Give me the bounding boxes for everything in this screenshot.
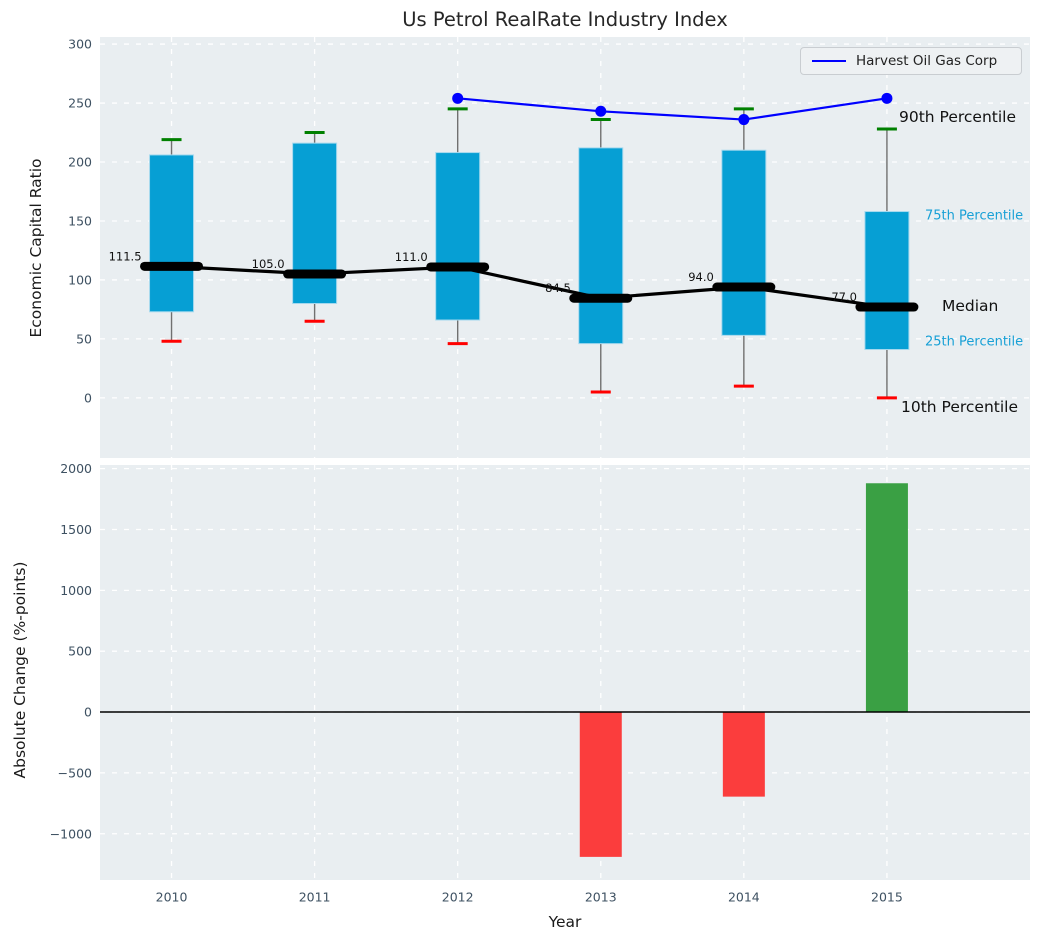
- top-y-tick-label-200: 200: [68, 155, 92, 170]
- x-axis-label: Year: [549, 913, 582, 931]
- top-y-tick-label-100: 100: [68, 272, 92, 287]
- median-value-label-2011: 105.0: [252, 257, 285, 271]
- iqr-box-2014: [722, 150, 766, 335]
- bottom-y-tick-label-1500: 1500: [60, 522, 92, 537]
- bottom-y-tick-label-−500: −500: [58, 765, 92, 780]
- annotation-25th-percentile: 25th Percentile: [925, 335, 1023, 350]
- iqr-box-2010: [150, 155, 194, 312]
- annotation-90th-percentile: 90th Percentile: [899, 108, 1016, 126]
- top-y-tick-label-300: 300: [68, 37, 92, 52]
- bottom-y-tick-label-0: 0: [84, 705, 92, 720]
- bottom-y-tick-label-500: 500: [68, 644, 92, 659]
- iqr-box-2012: [436, 153, 480, 320]
- figure-canvas: 111.5 105.0 111.0 84.5 94.0 77.0 0 50 100 150 200 2…: [0, 0, 1039, 942]
- bottom-y-tick-label-1000: 1000: [60, 583, 92, 598]
- median-value-label-2014: 94.0: [688, 270, 714, 284]
- annotation-median: Median: [942, 297, 998, 315]
- legend-label: Harvest Oil Gas Corp: [856, 53, 997, 69]
- bottom-plot: 2000 1500 1000 500 0 −500 −1000 2010 2011 2012 201…: [0, 459, 1039, 942]
- top-y-axis-label: Economic Capital Ratio: [27, 158, 45, 337]
- median-value-label-2010: 111.5: [109, 249, 142, 263]
- bottom-y-tick-label-2000: 2000: [60, 461, 92, 476]
- chart-title: Us Petrol RealRate Industry Index: [100, 8, 1030, 31]
- bottom-y-axis-label: Absolute Change (%-points): [11, 562, 29, 779]
- iqr-box-2011: [293, 143, 337, 303]
- iqr-box-2013: [579, 148, 623, 344]
- top-y-tick-label-150: 150: [68, 213, 92, 228]
- median-value-label-2015: 77.0: [831, 290, 857, 304]
- legend: Harvest Oil Gas Corp: [800, 47, 1022, 75]
- company-marker-2012: [452, 93, 463, 104]
- iqr-box-2015: [865, 212, 909, 350]
- x-tick-label-2014: 2014: [728, 890, 760, 905]
- company-marker-2014: [738, 114, 749, 125]
- annotation-10th-percentile: 10th Percentile: [901, 398, 1018, 416]
- change-bar-2013: [580, 712, 622, 857]
- bottom-y-tick-label-−1000: −1000: [50, 826, 92, 841]
- top-y-tick-label-50: 50: [76, 331, 92, 346]
- top-y-tick-label-0: 0: [84, 390, 92, 405]
- annotation-75th-percentile: 75th Percentile: [925, 209, 1023, 224]
- x-tick-label-2012: 2012: [442, 890, 474, 905]
- company-marker-2013: [595, 106, 606, 117]
- change-bar-2015: [866, 483, 908, 712]
- change-bar-2014: [723, 712, 765, 797]
- top-y-tick-label-250: 250: [68, 96, 92, 111]
- company-marker-2015: [881, 93, 892, 104]
- x-tick-label-2015: 2015: [871, 890, 903, 905]
- median-value-label-2013: 84.5: [545, 281, 571, 295]
- x-tick-label-2010: 2010: [156, 890, 188, 905]
- x-tick-label-2011: 2011: [299, 890, 331, 905]
- x-tick-label-2013: 2013: [585, 890, 617, 905]
- median-value-label-2012: 111.0: [395, 250, 428, 264]
- legend-line-sample: [812, 60, 846, 62]
